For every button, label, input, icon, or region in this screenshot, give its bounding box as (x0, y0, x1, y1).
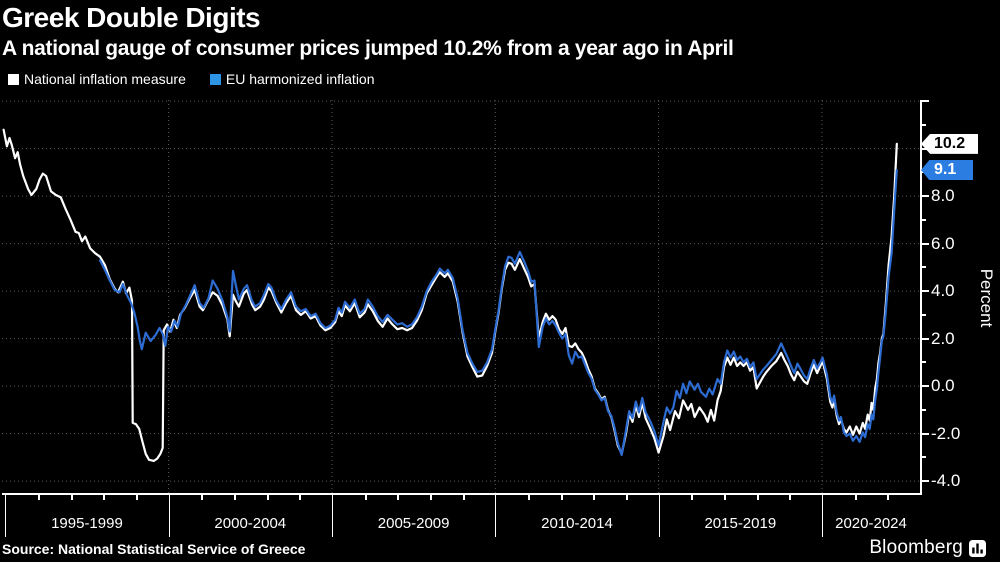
x-period-separator (5, 495, 7, 537)
x-year-tick (625, 495, 628, 500)
x-year-tick (723, 495, 726, 500)
x-year-tick (233, 495, 236, 500)
x-year-tick (103, 495, 106, 500)
x-year-tick (527, 495, 530, 500)
legend-label-national: National inflation measure (24, 71, 186, 87)
bloomberg-chart-icon (969, 539, 986, 557)
y-major-tick (922, 385, 929, 388)
x-axis-period-label: 2010-2014 (541, 515, 613, 532)
x-year-tick (593, 495, 596, 500)
y-minor-tick (922, 456, 926, 459)
x-year-tick (135, 495, 138, 500)
chart-title: Greek Double Digits (2, 2, 261, 33)
y-minor-tick (922, 361, 926, 364)
y-axis-tick-label: -2.0 (931, 423, 961, 443)
x-period-separator (168, 495, 170, 537)
x-year-tick (462, 495, 465, 500)
national-series-swatch-icon (8, 73, 19, 85)
eu-harmonized-inflation-line (98, 169, 898, 457)
x-year-tick (70, 495, 73, 500)
y-major-tick (922, 337, 929, 340)
x-axis-period-label: 2000-2004 (214, 515, 287, 532)
x-period-separator (658, 495, 660, 537)
x-year-tick (299, 495, 302, 500)
x-year-tick (691, 495, 694, 500)
x-year-tick (266, 495, 269, 500)
y-axis-tick-label: 4.0 (931, 281, 955, 301)
national-inflation-line (2, 128, 898, 462)
x-year-tick (789, 495, 792, 500)
x-year-tick (854, 495, 857, 500)
x-year-tick (37, 495, 40, 500)
x-year-tick (560, 495, 563, 500)
legend-label-eu-harmonized: EU harmonized inflation (225, 71, 375, 87)
y-axis-tick-label: -4.0 (931, 471, 961, 491)
eu-harmonized-series-swatch-icon (209, 73, 221, 85)
y-major-tick (922, 432, 929, 435)
y-axis-tick-label: 6.0 (931, 233, 955, 253)
y-axis-tick-label: 8.0 (931, 186, 955, 206)
y-major-tick (922, 195, 929, 198)
latest-value-tag-eu-harmonized: 9.1 (921, 160, 973, 181)
y-axis-tick-label: 0.0 (931, 376, 955, 396)
x-year-tick (201, 495, 204, 500)
y-minor-tick (922, 266, 926, 269)
y-minor-tick (922, 218, 926, 221)
y-major-tick (922, 480, 929, 483)
chart-subtitle: A national gauge of consumer prices jump… (2, 37, 734, 60)
x-axis-period-label: 2020-2024 (835, 515, 907, 532)
legend-item-eu-harmonized: EU harmonized inflation (209, 71, 375, 87)
x-year-tick (756, 495, 759, 500)
y-minor-tick (922, 313, 926, 316)
plot-area (2, 100, 920, 493)
x-period-separator (821, 495, 823, 537)
legend-item-national: National inflation measure (8, 71, 186, 87)
x-axis-period-label: 2005-2009 (377, 515, 450, 532)
x-axis-period-label: 2015-2019 (704, 515, 777, 532)
x-year-tick (397, 495, 400, 500)
x-period-separator (331, 495, 333, 537)
latest-value-tag-national: 10.2 (921, 133, 978, 154)
y-minor-tick (922, 123, 926, 126)
x-axis-period-label: 1995-1999 (51, 515, 123, 532)
y-axis-line (920, 100, 922, 495)
x-period-separator (495, 495, 497, 537)
y-major-tick (922, 100, 929, 103)
source-credit: Source: National Statistical Service of … (2, 541, 306, 557)
y-major-tick (922, 242, 929, 245)
x-year-tick (887, 495, 890, 500)
y-axis-tick-label: 2.0 (931, 328, 955, 348)
x-year-tick (364, 495, 367, 500)
bloomberg-wordmark: Bloomberg (869, 537, 963, 558)
y-major-tick (922, 290, 929, 293)
inflation-line-chart (2, 100, 920, 493)
y-axis-title: Percent (977, 268, 996, 328)
x-axis-line (2, 493, 922, 495)
x-year-tick (429, 495, 432, 500)
legend: National inflation measure EU harmonized… (8, 71, 375, 87)
bloomberg-logo: Bloomberg (869, 537, 986, 559)
y-minor-tick (922, 408, 926, 411)
